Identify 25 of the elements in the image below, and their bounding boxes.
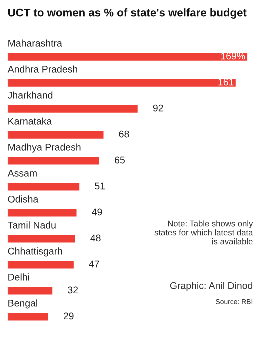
data-label: 65: [115, 156, 125, 164]
data-label: 29: [64, 312, 74, 320]
data-label: 68: [119, 130, 130, 138]
data-label: 47: [89, 260, 100, 268]
data-label: 48: [90, 234, 101, 242]
data-label: 49: [92, 208, 102, 216]
y-tick-label: Delhi: [8, 274, 30, 281]
annotation: Graphic: Anil Dinod: [170, 282, 253, 292]
y-tick-label: Karnataka: [8, 118, 52, 125]
y-tick-label: Maharashtra: [8, 40, 62, 47]
annotation: Note: Table shows only states for which latest data is available: [154, 220, 254, 245]
y-tick-label: Andhra Pradesh: [8, 66, 78, 73]
y-tick-label: Odisha: [8, 196, 39, 203]
data-label: 32: [68, 286, 78, 294]
data-label: 161: [218, 78, 234, 86]
y-tick-label: Jharkhand: [8, 92, 53, 99]
data-label: 92: [153, 104, 164, 112]
y-tick-label: Assam: [8, 170, 37, 177]
chart-title: UCT to women as % of state's welfare budget: [8, 8, 247, 19]
y-tick-label: Bengal: [8, 300, 38, 309]
y-tick-label: Chhattisgarh: [8, 248, 62, 257]
data-label: 51: [95, 182, 106, 190]
y-tick-label: Madhya Pradesh: [8, 144, 81, 153]
y-tick-label: Tamil Nadu: [8, 222, 56, 229]
data-label: 169%: [221, 52, 246, 60]
